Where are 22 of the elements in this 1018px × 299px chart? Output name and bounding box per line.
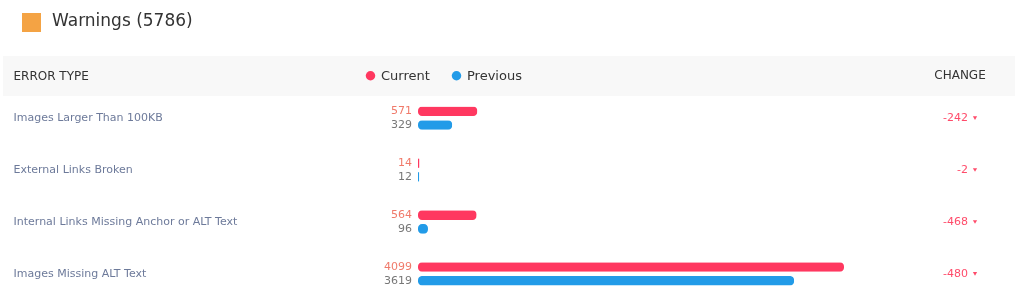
y-tick-label: External Links Broken xyxy=(13,163,133,177)
y-tick-label: Internal Links Missing Anchor or ALT Text xyxy=(13,214,238,228)
text: -2 xyxy=(957,163,968,177)
legend-label: Current xyxy=(381,67,430,83)
data-label: 329 xyxy=(391,117,412,131)
data-label: 4099 xyxy=(384,260,412,274)
y-tick-label: Images Missing ALT Text xyxy=(13,266,147,280)
data-label: 3619 xyxy=(384,273,412,287)
bar xyxy=(418,275,795,286)
legend-label: Previous xyxy=(467,67,523,83)
text: CHANGE xyxy=(933,68,987,82)
text: -242 xyxy=(943,111,968,125)
y-tick-label: Images Larger Than 100KB xyxy=(13,111,163,125)
text: Warnings (5786) xyxy=(52,10,193,30)
y-axis-title: ERROR TYPE xyxy=(13,68,89,83)
text: -468 xyxy=(943,214,968,228)
data-label: 14 xyxy=(398,156,412,170)
data-label: 12 xyxy=(398,169,412,183)
data-label: 571 xyxy=(391,104,412,118)
data-label: 564 xyxy=(391,208,412,222)
data-label: 96 xyxy=(398,221,412,235)
text: -480 xyxy=(943,266,968,280)
